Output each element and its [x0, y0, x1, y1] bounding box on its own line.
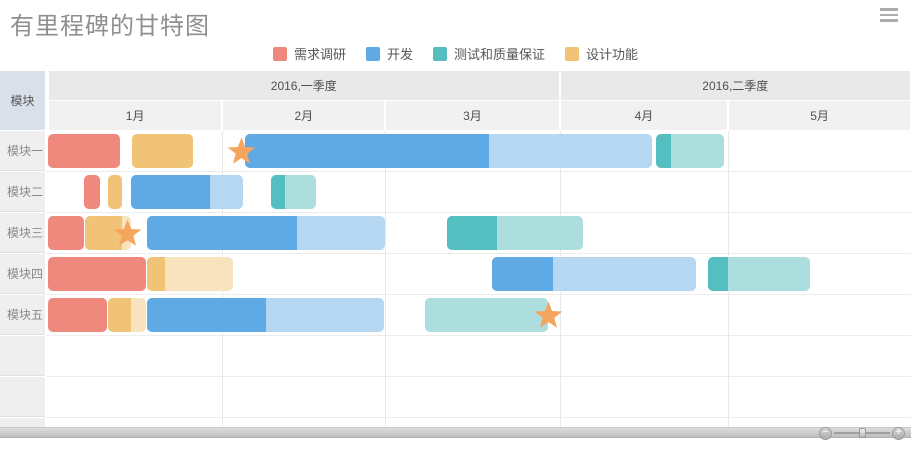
legend-item[interactable]: 设计功能: [565, 44, 638, 63]
page-title: 有里程碑的甘特图: [10, 13, 210, 40]
task-progress: [48, 216, 84, 250]
row-separator: [46, 294, 911, 295]
task-progress: [48, 134, 120, 168]
month-header-cell: 1月: [49, 101, 222, 130]
milestone-star-icon[interactable]: [533, 300, 564, 330]
legend-item[interactable]: 开发: [365, 44, 413, 63]
zoom-slider-handle[interactable]: [859, 428, 867, 438]
month-header-cell: 4月: [560, 101, 728, 130]
task-progress: [132, 134, 194, 168]
task-bar[interactable]: [108, 298, 146, 332]
task-bar[interactable]: [48, 134, 120, 168]
task-bar[interactable]: [708, 257, 810, 291]
task-bar[interactable]: [131, 175, 244, 209]
task-bar[interactable]: [425, 298, 548, 332]
task-progress: [131, 175, 210, 209]
legend-label: 需求调研: [293, 47, 346, 62]
task-progress: [271, 175, 286, 209]
task-progress: [655, 134, 671, 168]
y-axis-header-cell: 模块: [0, 71, 45, 130]
zoom-out-button[interactable]: −: [819, 426, 832, 440]
quarter-header-cell: 2016,二季度: [560, 71, 910, 100]
task-progress: [447, 216, 498, 250]
task-progress: [492, 257, 554, 291]
task-bar[interactable]: [146, 216, 385, 250]
task-bar[interactable]: [83, 175, 100, 209]
task-progress: [146, 257, 165, 291]
task-progress: [146, 298, 266, 332]
legend-swatch-icon: [433, 46, 447, 61]
task-bar[interactable]: [48, 298, 108, 332]
row-separator: [46, 335, 911, 336]
row-separator: [46, 417, 911, 418]
month-header-cell: 5月: [729, 101, 910, 130]
zoom-controls: − +: [819, 426, 905, 440]
legend-label: 测试和质量保证: [454, 47, 546, 62]
hamburger-menu-icon[interactable]: [880, 8, 898, 23]
task-progress: [85, 216, 122, 250]
task-progress: [244, 134, 489, 168]
task-bar[interactable]: [108, 175, 123, 209]
horizontal-scrollbar[interactable]: − +: [0, 426, 911, 440]
legend-label: 开发: [386, 47, 413, 62]
milestone-star-icon[interactable]: [112, 218, 143, 248]
row-label: 模块五: [0, 295, 45, 335]
month-header-cell: 2月: [223, 101, 385, 130]
milestone-star-icon[interactable]: [226, 136, 257, 166]
row-separator: [46, 253, 911, 254]
task-bar[interactable]: [146, 298, 385, 332]
row-label: 模块一: [0, 131, 45, 171]
task-bar[interactable]: [447, 216, 584, 250]
task-progress: [83, 175, 100, 209]
quarter-header-cell: 2016,一季度: [49, 71, 559, 100]
row-label: 模块三: [0, 213, 45, 253]
task-bar[interactable]: [244, 134, 652, 168]
row-separator: [46, 376, 911, 377]
task-progress: [48, 298, 108, 332]
task-progress: [108, 298, 132, 332]
task-progress: [108, 175, 123, 209]
row-separator: [46, 212, 911, 213]
row-label: 模块二: [0, 172, 45, 212]
legend-item[interactable]: 测试和质量保证: [433, 44, 545, 63]
legend-swatch-icon: [365, 46, 380, 61]
zoom-slider-track[interactable]: [834, 428, 890, 438]
task-bar[interactable]: [48, 216, 84, 250]
legend-item[interactable]: 需求调研: [272, 44, 346, 63]
month-gridline: [385, 131, 387, 427]
task-progress: [48, 257, 146, 291]
legend-swatch-icon: [565, 46, 580, 61]
legend: 需求调研 开发 测试和质量保证 设计功能: [0, 44, 911, 63]
gantt-chart: 模块 2016,一季度 2016,二季度 1月 2月 3月 4月 5月 模块一 模块二 模块三模…: [0, 71, 911, 427]
task-bar[interactable]: [146, 257, 233, 291]
task-bar[interactable]: [492, 257, 697, 291]
task-bar[interactable]: [271, 175, 317, 209]
task-bar[interactable]: [48, 257, 146, 291]
task-bar[interactable]: [132, 134, 194, 168]
zoom-in-button[interactable]: +: [892, 426, 905, 440]
legend-label: 设计功能: [586, 47, 639, 62]
task-bar[interactable]: [655, 134, 724, 168]
legend-swatch-icon: [272, 46, 287, 61]
task-progress: [708, 257, 729, 291]
row-label: [0, 377, 45, 417]
row-label: 模块四: [0, 254, 45, 294]
plot-area: [46, 131, 911, 427]
task-progress: [146, 216, 297, 250]
row-label: [0, 418, 45, 427]
row-label: [0, 336, 45, 376]
row-separator: [46, 171, 911, 172]
month-header-cell: 3月: [386, 101, 559, 130]
